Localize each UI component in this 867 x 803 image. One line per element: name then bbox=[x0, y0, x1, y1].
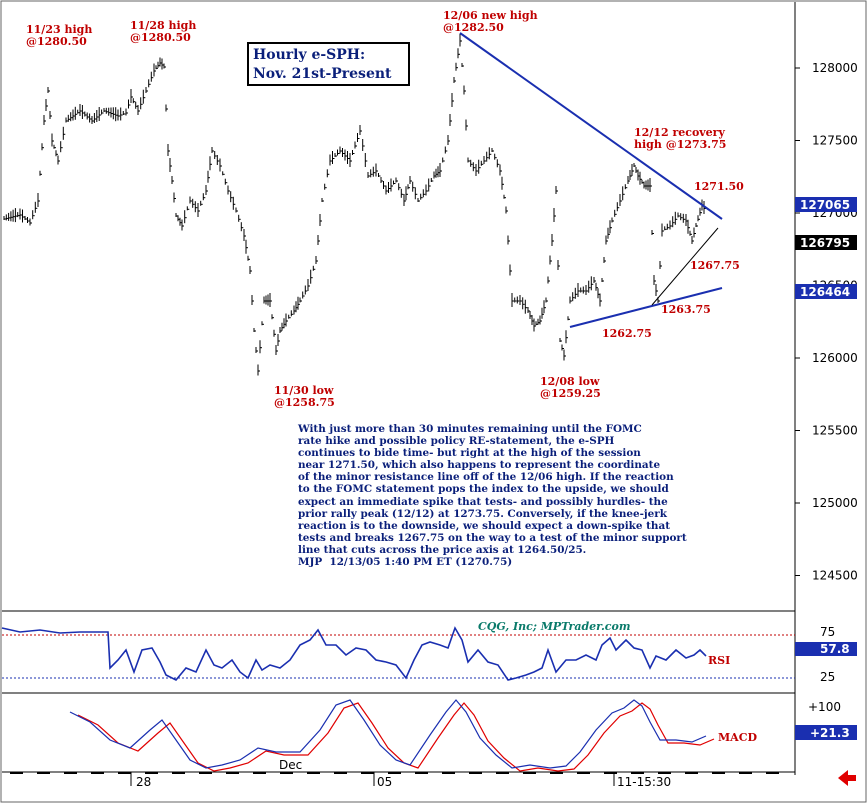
time-dash bbox=[415, 772, 428, 774]
time-dash bbox=[658, 772, 671, 774]
time-dash bbox=[172, 772, 185, 774]
chart-title-box: Hourly e-SPH: Nov. 21st-Present bbox=[247, 42, 410, 86]
time-label-dec: Dec bbox=[279, 758, 302, 772]
time-dash bbox=[199, 772, 212, 774]
scroll-left-arrow-icon[interactable] bbox=[838, 770, 856, 786]
time-dash bbox=[118, 772, 131, 774]
rsi-tick-75: 75 bbox=[820, 625, 835, 639]
commentary-line: expect an immediate spike that tests- an… bbox=[298, 495, 668, 508]
chart-title-line1: Hourly e-SPH: bbox=[253, 47, 366, 63]
commentary-line: of the minor resistance line off of the … bbox=[298, 471, 674, 484]
time-dash bbox=[739, 772, 752, 774]
macd-line bbox=[69, 699, 707, 769]
macd-value-box: +21.3 bbox=[810, 726, 850, 740]
time-axis-ticks bbox=[10, 772, 779, 774]
time-dash bbox=[496, 772, 509, 774]
annotation-11-28-high: 11/28 high @1280.50 bbox=[130, 19, 196, 44]
price-box-126464-bg bbox=[795, 284, 857, 299]
time-dash bbox=[388, 772, 401, 774]
time-dash bbox=[334, 772, 347, 774]
support-trendline bbox=[569, 287, 723, 328]
time-dash bbox=[766, 772, 779, 774]
commentary-line: line that cuts across the price axis at … bbox=[298, 543, 587, 556]
macd-tick-100: +100 bbox=[808, 700, 841, 714]
time-dash bbox=[37, 772, 50, 774]
macd-signal-line bbox=[77, 702, 715, 772]
resistance-trendline bbox=[459, 32, 723, 220]
time-dash bbox=[685, 772, 698, 774]
time-dash bbox=[523, 772, 536, 774]
commentary-line: tests and breaks 1267.75 on the way to a… bbox=[298, 531, 687, 544]
rsi-value-box: 57.8 bbox=[820, 642, 850, 656]
annotation-11-30-low: 11/30 low @1258.75 bbox=[274, 384, 335, 409]
price-tick-label: 127500 bbox=[812, 134, 858, 148]
chart-title-line2: Nov. 21st-Present bbox=[253, 66, 392, 82]
price-box-127065: 127065 bbox=[800, 198, 850, 212]
annotation-1267-75: 1267.75 bbox=[690, 259, 740, 272]
annotation-12-08-low: 12/08 low @1259.25 bbox=[540, 375, 601, 400]
commentary-line: to the FOMC statement pops the index to … bbox=[298, 483, 669, 496]
commentary-line: reaction is to the downside, we should e… bbox=[298, 519, 670, 532]
time-dash bbox=[604, 772, 617, 774]
time-dash bbox=[712, 772, 725, 774]
macd-value-box-bg bbox=[795, 725, 857, 740]
rsi-label: RSI bbox=[708, 654, 730, 667]
annotation-1271-50: 1271.50 bbox=[694, 180, 744, 193]
price-box-126795: 126795 bbox=[800, 236, 850, 250]
time-dash bbox=[226, 772, 239, 774]
price-box-127065-bg bbox=[795, 197, 857, 212]
macd-label: MACD bbox=[718, 731, 757, 744]
price-bars bbox=[3, 33, 706, 376]
time-label-05: 05 bbox=[377, 775, 392, 789]
price-tick-labels: 1280001275001270001265001260001255001250… bbox=[795, 61, 858, 583]
time-dash bbox=[307, 772, 320, 774]
price-tick-label: 124500 bbox=[812, 569, 858, 583]
annotation-11-23-high: 11/23 high @1280.50 bbox=[26, 23, 92, 48]
time-dash bbox=[64, 772, 77, 774]
annotation-12-06-high: 12/06 new high @1282.50 bbox=[443, 9, 538, 34]
commentary-line: near 1271.50, which also happens to repr… bbox=[298, 459, 661, 472]
annotation-1263-75: 1263.75 bbox=[661, 303, 711, 316]
time-dash bbox=[10, 772, 23, 774]
watermark: CQG, Inc; MPTrader.com bbox=[478, 620, 630, 633]
time-dash bbox=[469, 772, 482, 774]
time-dash bbox=[631, 772, 644, 774]
time-dash bbox=[577, 772, 590, 774]
commentary-line: continues to bide time- but right at the… bbox=[298, 447, 641, 460]
price-tick-label: 125000 bbox=[812, 496, 858, 510]
minor-support-line bbox=[651, 227, 719, 306]
price-tick-label: 125500 bbox=[812, 424, 858, 438]
price-box-126464: 126464 bbox=[800, 285, 850, 299]
time-label-11: 11-15:30 bbox=[617, 775, 671, 789]
commentary-line: rate hike and possible policy RE-stateme… bbox=[298, 435, 615, 448]
time-dash bbox=[91, 772, 104, 774]
time-dash bbox=[361, 772, 374, 774]
rsi-line bbox=[1, 626, 707, 681]
time-label-28: 28 bbox=[136, 775, 151, 789]
commentary-text: With just more than 30 minutes remaining… bbox=[298, 423, 768, 568]
annotation-1262-75: 1262.75 bbox=[602, 327, 652, 340]
price-tick-label: 126000 bbox=[812, 351, 858, 365]
time-dash bbox=[145, 772, 158, 774]
time-dash bbox=[550, 772, 563, 774]
rsi-value-box-bg bbox=[795, 642, 857, 656]
price-box-126795-bg bbox=[795, 235, 857, 250]
price-tick-label: 128000 bbox=[812, 61, 858, 75]
commentary-line: With just more than 30 minutes remaining… bbox=[298, 423, 642, 435]
annotation-12-12-recovery: 12/12 recovery high @1273.75 bbox=[634, 126, 726, 151]
time-dash bbox=[280, 772, 293, 774]
time-dash bbox=[253, 772, 266, 774]
time-dash bbox=[442, 772, 455, 774]
commentary-line: prior rally peak (12/12) at 1273.75. Con… bbox=[298, 507, 667, 520]
commentary-line: MJP 12/13/05 1:40 PM ET (1270.75) bbox=[298, 556, 513, 569]
rsi-tick-25: 25 bbox=[820, 670, 835, 684]
